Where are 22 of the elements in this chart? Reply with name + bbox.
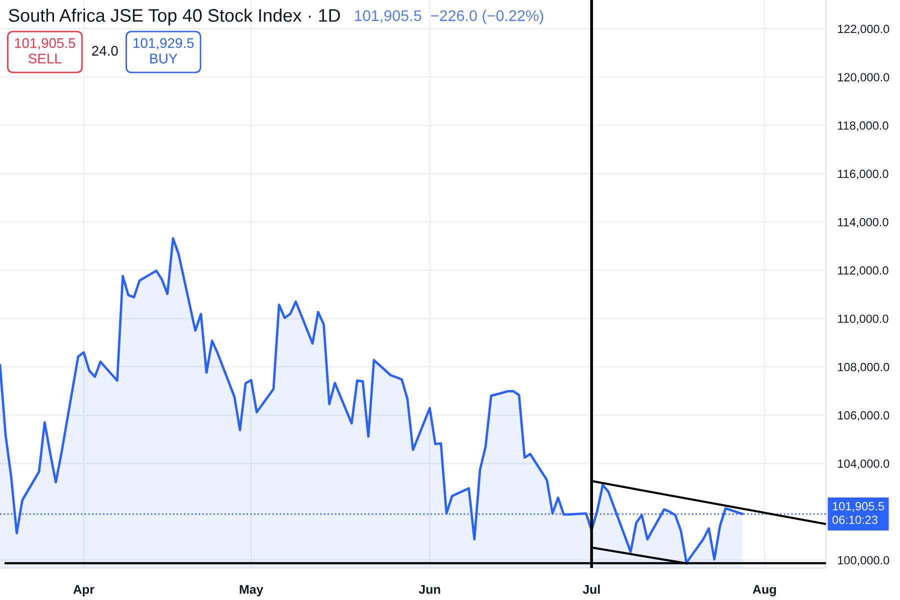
x-tick-label: Jul [582, 584, 600, 594]
y-tick-label: 120,000.0 [838, 73, 890, 83]
annotation: 101,905.5 SELL [15, 38, 76, 64]
y-tick-label: 122,000.0 [838, 24, 890, 35]
y-tick-label: 100,000.0 [838, 556, 890, 566]
y-tick-label: 108,000.0 [838, 362, 890, 373]
y-tick-label: 114,000.0 [838, 218, 888, 228]
annotation: 101,929.5 BUY [134, 38, 194, 64]
x-tick-label: May [240, 585, 264, 596]
ref-line-label: 101,905.5 06:10:23 [832, 502, 884, 524]
annotation: 24.0 [92, 46, 118, 56]
y-tick-label: 106,000.0 [838, 411, 890, 421]
y-tick-label: 118,000.0 [838, 121, 888, 132]
x-tick-label: Apr [73, 585, 94, 596]
x-tick-label: Aug [752, 585, 776, 596]
chart-title: South Africa JSE Top 40 Stock Index · 1D [8, 8, 340, 26]
text: 101,905.5 −226.0 (−0.22%) [355, 10, 544, 24]
x-tick-label: Jun [418, 585, 440, 594]
y-tick-label: 116,000.0 [838, 170, 888, 180]
y-tick-label: 110,000.0 [838, 314, 888, 324]
y-tick-label: 104,000.0 [838, 459, 890, 470]
y-tick-label: 112,000.0 [838, 266, 888, 276]
